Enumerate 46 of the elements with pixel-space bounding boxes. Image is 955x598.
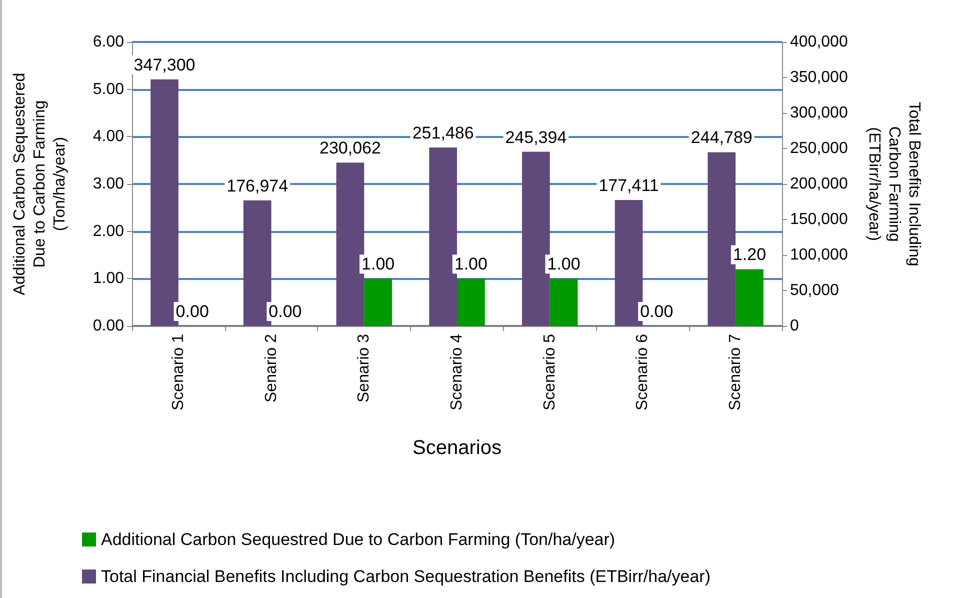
bar [336,162,364,326]
y2-tick-label: 350,000 [790,69,848,86]
data-label: 1.00 [362,254,395,274]
y-tick-label: 2.00 [92,222,124,240]
data-label: 244,789 [690,128,752,148]
y2-tick-label: 200,000 [790,176,848,192]
bar [708,152,736,326]
data-label: 1.00 [454,254,488,274]
data-label: 0.00 [640,302,674,321]
y2-axis-title: Total Benefits Including Carbon Farming (ETBirr/ha/year) [866,102,922,266]
x-tick-label: Scenario 6 [634,334,652,410]
data-label: 1.20 [732,245,766,264]
legend-label: Additional Carbon Sequestred Due to Carbon Farming (Ton/ha/year) [101,530,616,549]
data-label: 176,974 [226,176,288,196]
y-axis-title: Additional Carbon Sequestered Due to Carbon Farming (Ton/ha/year) [12,72,68,296]
data-label: 245,394 [505,128,567,147]
data-label: 0.00 [268,302,302,321]
data-label: 1.00 [547,254,580,274]
y2-tick-label: 50,000 [790,282,840,299]
bar [522,152,550,326]
data-label: 230,062 [319,138,381,158]
x-tick-label: Scenario 1 [170,334,187,410]
y2-tick-label: 250,000 [790,140,848,157]
x-axis-title: Scenarios [412,437,502,459]
y2-tick-label: 400,000 [790,34,848,50]
y2-tick-label: 100,000 [790,246,848,264]
data-label: 0.00 [176,302,209,321]
y-tick-label: 4.00 [92,128,124,146]
y-tick-label: 6.00 [92,34,124,50]
bar [429,147,457,326]
x-tick-label: Senario 2 [262,334,280,402]
x-tick-label: Senario 3 [356,334,373,402]
y-tick-label: 1.00 [92,270,124,288]
y-tick-label: 5.00 [92,80,124,98]
y2-tick-label: 150,000 [790,211,848,228]
legend-label: Total Financial Benefits Including Carbon Sequestration Benefits (ETBirr/ha/year) [101,567,710,586]
x-tick-label: Scenario 7 [727,334,744,410]
data-label: 177,411 [598,176,659,196]
x-tick-label: Scenario 4 [448,334,466,410]
y-tick-label: 0.00 [92,318,124,334]
y2-tick-label: 300,000 [790,104,848,122]
data-label: 251,486 [412,123,474,142]
y2-tick-label: 0 [790,318,799,334]
data-label: 347,300 [134,55,196,74]
x-tick-label: Scenario 5 [541,334,558,410]
y-tick-label: 3.00 [92,176,124,192]
